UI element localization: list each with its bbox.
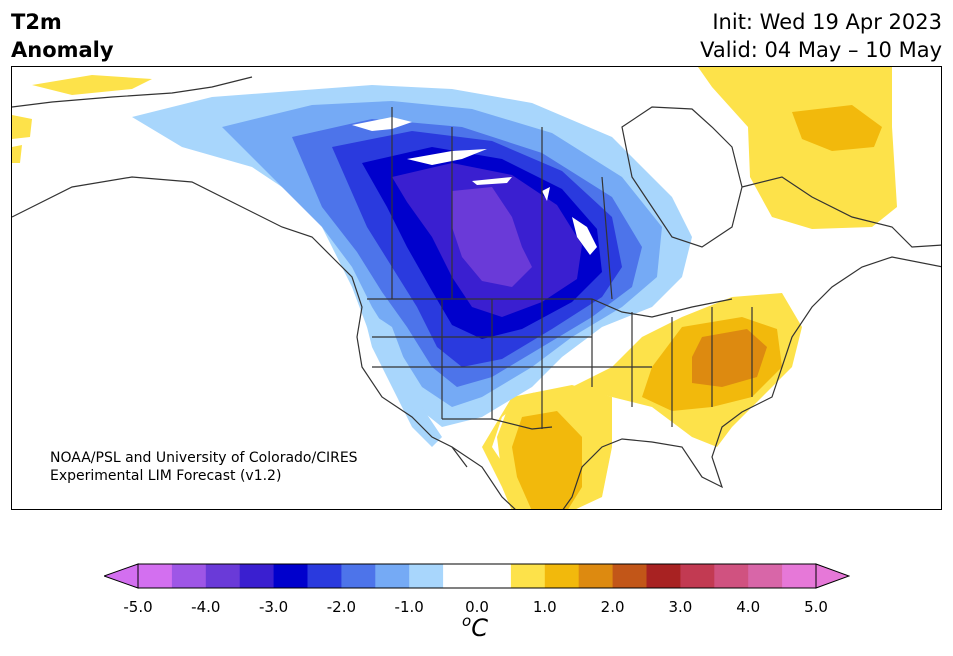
colorbar-cell (443, 564, 478, 588)
init-date: Init: Wed 19 Apr 2023 (712, 10, 942, 34)
great-slave-lake (407, 149, 487, 165)
colorbar-cell (138, 564, 173, 588)
colorbar-cell (612, 564, 647, 588)
colorbar-tick-labels: -5.0 -4.0 -3.0 -2.0 -1.0 0.0 1.0 2.0 3.0 4.0 5.0 (0, 598, 953, 618)
colorbar-tick-label: -3.0 (258, 598, 289, 616)
east-coast (562, 256, 941, 509)
lake-athabasca (472, 177, 512, 185)
warm-anomaly-arctic (32, 75, 152, 95)
west-coast (12, 176, 468, 468)
cold-anomaly-core (452, 187, 532, 287)
colorbar-cell (748, 564, 783, 588)
colorbar-tick-label: 3.0 (668, 598, 693, 616)
colorbar-tick-label: 1.0 (532, 598, 557, 616)
colorbar-tick-label: 4.0 (736, 598, 761, 616)
credit-line-2: Experimental LIM Forecast (v1.2) (50, 468, 282, 484)
colorbar-over-extension (815, 563, 850, 589)
lake-winnipeg (572, 217, 597, 255)
cold-anomaly-areas (132, 85, 692, 447)
colorbar-cell (341, 564, 376, 588)
warm-anomaly-areas (12, 67, 897, 509)
warm-anomaly-northeast-canada-core (792, 105, 882, 151)
forecast-dates: Init: Wed 19 Apr 2023 Valid: 04 May – 10… (700, 8, 942, 64)
colorbar-tick-label: -2.0 (326, 598, 357, 616)
alaska-coast (12, 76, 253, 108)
map-canvas (12, 67, 941, 509)
colorbar-cell (477, 564, 512, 588)
hudson-bay (621, 106, 743, 248)
colorbar-tick-label: -4.0 (191, 598, 221, 616)
gulf-coast (451, 446, 516, 509)
colorbar-cell (171, 564, 207, 588)
unit-base: C (471, 614, 488, 642)
colorbar-cell (409, 564, 444, 588)
colorbar-under-extension (104, 563, 139, 589)
canada-us-border (367, 298, 733, 318)
colorbar-tick-label: 0.0 (465, 598, 489, 616)
credit-line-1: NOAA/PSL and University of Colorado/CIRE… (50, 450, 358, 466)
colorbar-cell (714, 564, 749, 588)
map-title: T2m Anomaly (11, 8, 114, 64)
data-credit: NOAA/PSL and University of Colorado/CIRE… (50, 449, 358, 485)
colorbar-cell (273, 564, 308, 588)
warm-anomaly-texas-core (512, 411, 582, 509)
colorbar-cell (510, 564, 546, 588)
title-line-2: Anomaly (11, 38, 114, 62)
colorbar (104, 563, 850, 589)
state-borders (372, 299, 753, 429)
colorbar-cell (205, 564, 241, 588)
colorbar-cell (782, 564, 817, 588)
colorbar-cell (307, 564, 342, 588)
province-borders (391, 107, 613, 300)
colorbar-cell (680, 564, 715, 588)
valid-range: Valid: 04 May – 10 May (700, 38, 942, 62)
colorbar-cell (375, 564, 410, 588)
colorbar-outline (137, 563, 817, 589)
warm-anomaly-southeast-peak (692, 329, 767, 387)
lakes (352, 117, 597, 255)
warm-anomaly-alaska-edge (12, 115, 32, 163)
colorbar-cell (578, 564, 614, 588)
unit-degree: o (462, 612, 472, 630)
colorbar-cell (239, 564, 275, 588)
colorbar-unit: oC (462, 612, 488, 642)
colorbar-cell (646, 564, 681, 588)
coastlines-borders (12, 76, 941, 509)
warm-anomaly-northeast-canada (698, 67, 897, 229)
anomaly-map: NOAA/PSL and University of Colorado/CIRE… (11, 66, 942, 510)
great-bear-lake (352, 117, 412, 131)
colorbar-tick-label: 2.0 (600, 598, 625, 616)
lake-winnipegosis (542, 187, 550, 201)
colorbar-tick-label: -1.0 (394, 598, 424, 616)
colorbar-tick-label: -5.0 (123, 598, 153, 616)
colorbar-cell (544, 564, 580, 588)
colorbar-tick-label: 5.0 (804, 598, 828, 616)
title-line-1: T2m (11, 10, 62, 34)
colorbar-cells (138, 564, 817, 588)
labrador-coast (741, 176, 941, 248)
cold-anomaly-west-edge (362, 307, 442, 447)
